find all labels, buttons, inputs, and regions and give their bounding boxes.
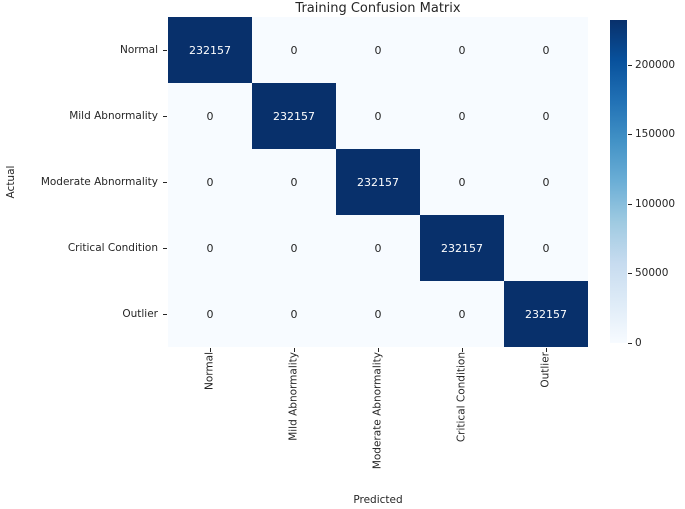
- cell-annotation: 0: [458, 43, 466, 57]
- x-tick-mark: [462, 348, 463, 352]
- cell-annotation: 0: [458, 109, 466, 123]
- x-tick-label: Critical Condition: [455, 352, 468, 443]
- colorbar-tick-label: 0: [635, 337, 642, 349]
- heatmap-cell: 0: [168, 215, 252, 281]
- y-tick-label: Normal: [120, 44, 158, 56]
- cell-annotation: 0: [290, 307, 298, 321]
- colorbar-tick-label: 100000: [635, 197, 676, 210]
- y-tick-mark: [163, 248, 167, 249]
- colorbar-tick-label: 200000: [635, 58, 676, 71]
- y-tick-mark: [163, 116, 167, 117]
- cell-annotation: 0: [458, 307, 466, 321]
- heatmap-cell: 0: [504, 149, 588, 215]
- heatmap-cell: 0: [252, 215, 336, 281]
- heatmap-cell: 0: [504, 83, 588, 149]
- cell-annotation: 232157: [357, 175, 399, 189]
- colorbar-tick-mark: [628, 203, 632, 205]
- x-tick-label: Outlier: [539, 352, 552, 388]
- x-tick-mark: [378, 348, 379, 352]
- x-axis-label: Predicted: [353, 494, 403, 506]
- y-tick-label: Moderate Abnormality: [40, 176, 158, 188]
- cell-annotation: 0: [206, 307, 214, 321]
- cell-annotation: 0: [290, 43, 298, 57]
- heatmap-cell: 232157: [168, 17, 252, 83]
- cell-annotation: 0: [374, 43, 382, 57]
- heatmap-cell: 0: [336, 83, 420, 149]
- heatmap-cell: 0: [420, 149, 504, 215]
- heatmap-cell: 0: [420, 281, 504, 347]
- cell-annotation: 0: [458, 175, 466, 189]
- cell-annotation: 0: [206, 175, 214, 189]
- cell-annotation: 232157: [441, 241, 483, 255]
- colorbar-tick-label: 150000: [635, 128, 676, 141]
- heatmap-cell: 232157: [252, 83, 336, 149]
- cell-annotation: 0: [206, 109, 214, 123]
- x-tick-label: Normal: [203, 352, 216, 390]
- heatmap-cell: 0: [420, 83, 504, 149]
- y-tick-label: Mild Abnormality: [69, 110, 158, 122]
- heatmap-cell: 0: [252, 149, 336, 215]
- heatmap-cell: 0: [336, 17, 420, 83]
- cell-annotation: 0: [542, 43, 550, 57]
- heatmap-cell: 232157: [336, 149, 420, 215]
- x-tick-mark: [546, 348, 547, 352]
- y-tick-mark: [163, 182, 167, 183]
- heatmap-cell: 232157: [504, 281, 588, 347]
- heatmap-cell: 0: [168, 149, 252, 215]
- cell-annotation: 0: [374, 109, 382, 123]
- heatmap-cell: 0: [504, 17, 588, 83]
- cell-annotation: 232157: [525, 307, 567, 321]
- colorbar-tick-mark: [628, 64, 632, 66]
- x-tick-label: Moderate Abnormality: [371, 352, 384, 470]
- x-tick-label: Mild Abnormality: [287, 352, 300, 441]
- heatmap-cell: 0: [252, 281, 336, 347]
- x-tick-mark: [210, 348, 211, 352]
- heatmap-cell: 0: [252, 17, 336, 83]
- colorbar-tick-mark: [628, 343, 632, 344]
- cell-annotation: 0: [542, 109, 550, 123]
- heatmap-cell: 0: [168, 281, 252, 347]
- cell-annotation: 232157: [189, 43, 231, 57]
- chart-title: Training Confusion Matrix: [295, 1, 461, 16]
- heatmap-cell: 0: [336, 215, 420, 281]
- heatmap-cell: 0: [420, 17, 504, 83]
- colorbar-tick-mark: [628, 273, 632, 275]
- cell-annotation: 0: [290, 175, 298, 189]
- heatmap-cell: 0: [336, 281, 420, 347]
- y-tick-label: Critical Condition: [67, 242, 158, 254]
- y-tick-mark: [163, 50, 167, 51]
- cell-annotation: 0: [374, 307, 382, 321]
- colorbar-gradient: [610, 20, 627, 343]
- cell-annotation: 232157: [273, 109, 315, 123]
- heatmap-cell: 0: [168, 83, 252, 149]
- x-tick-mark: [294, 348, 295, 352]
- cell-annotation: 0: [290, 241, 298, 255]
- heatmap-cell: 232157: [420, 215, 504, 281]
- cell-annotation: 0: [206, 241, 214, 255]
- heatmap-grid: 232157 0 0 0 0 0 232157 0 0 0 0 0 232157 0 0 0 0 0 232157 0…: [168, 17, 588, 347]
- y-tick-label: Outlier: [122, 308, 158, 320]
- y-tick-mark: [163, 314, 167, 315]
- heatmap-cell: 0: [504, 215, 588, 281]
- cell-annotation: 0: [374, 241, 382, 255]
- colorbar-tick-mark: [628, 134, 632, 136]
- cell-annotation: 0: [542, 241, 550, 255]
- cell-annotation: 0: [542, 175, 550, 189]
- colorbar-tick-label: 50000: [635, 267, 669, 280]
